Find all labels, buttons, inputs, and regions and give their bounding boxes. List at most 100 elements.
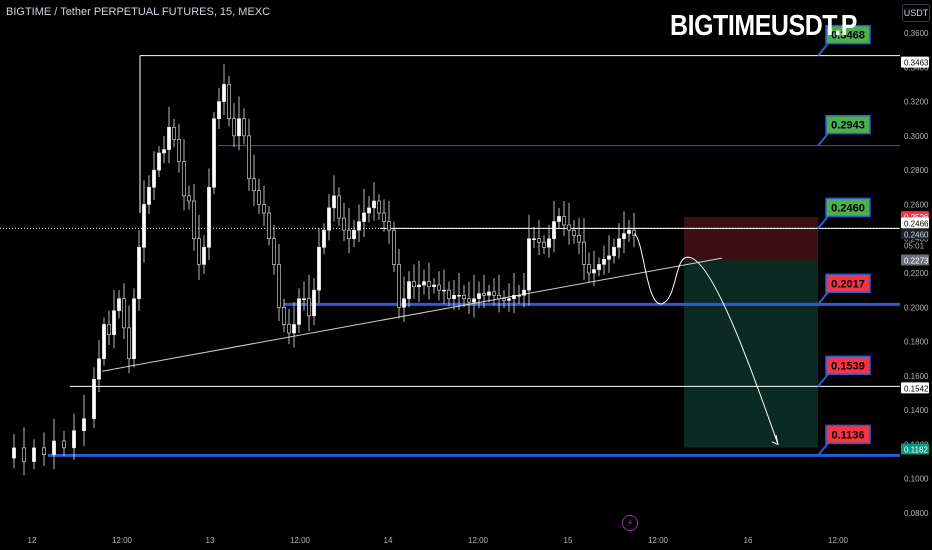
candle-body xyxy=(137,246,141,300)
x-tick-label: 15 xyxy=(564,536,573,545)
y-tick-label: 0.3200 xyxy=(904,98,929,107)
candle-body xyxy=(52,440,56,456)
currency-button[interactable]: USDT xyxy=(902,4,930,22)
x-tick-label: 12:00 xyxy=(112,536,133,545)
candle-body xyxy=(622,233,626,240)
candle-body xyxy=(372,200,376,209)
candle-body xyxy=(467,298,471,303)
candle-body xyxy=(347,229,351,240)
x-tick-label: 12:00 xyxy=(468,536,489,545)
candle-body xyxy=(532,238,536,241)
candle-body xyxy=(197,238,201,265)
candle-body xyxy=(297,298,301,325)
target-box-2 xyxy=(825,197,871,218)
target-box-0 xyxy=(825,24,871,45)
candle-body xyxy=(302,298,306,301)
flash-icon[interactable]: ⚡ xyxy=(622,515,638,531)
candles-group xyxy=(12,63,636,476)
target-label-3: 0.2017 xyxy=(831,278,865,290)
candle-body xyxy=(412,281,416,288)
axis-entry-label: 0.2273 xyxy=(904,256,929,265)
candle-body xyxy=(507,298,511,301)
target-box-1 xyxy=(825,114,871,135)
candle-body xyxy=(567,224,571,231)
candle-body xyxy=(282,306,286,325)
candle-body xyxy=(342,217,346,231)
x-tick-label: 14 xyxy=(384,536,393,545)
candle-body xyxy=(367,207,371,214)
candle-body xyxy=(312,289,316,317)
candle-body xyxy=(517,294,521,297)
candle-body xyxy=(167,126,171,150)
candle-body xyxy=(562,216,566,226)
candle-body xyxy=(332,195,336,209)
candle-body xyxy=(462,294,466,300)
axis-target-label: 0.1182 xyxy=(904,446,928,455)
candle-body xyxy=(192,200,196,240)
chart-big-title: BIGTIMEUSDT.P xyxy=(670,10,858,42)
y-tick-label: 0.1000 xyxy=(904,475,929,484)
x-tick-label: 12:00 xyxy=(828,536,849,545)
candle-body xyxy=(472,298,476,303)
candle-body xyxy=(417,284,421,288)
candle-body xyxy=(322,229,326,248)
target-pointer-2 xyxy=(817,215,829,230)
candle-body xyxy=(382,212,386,222)
instrument-title: BIGTIME / Tether PERPETUAL FUTURES, 15, … xyxy=(6,6,271,18)
axis-top-level-label-bg xyxy=(901,56,929,68)
candle-body xyxy=(457,294,461,297)
candle-body xyxy=(107,324,111,336)
candle-body xyxy=(362,212,366,222)
y-tick-label: 0.2200 xyxy=(904,269,929,278)
candle-body xyxy=(537,238,541,243)
target-label-1: 0.2943 xyxy=(831,120,865,132)
target-box-5 xyxy=(825,424,871,445)
candle-body xyxy=(512,294,516,300)
axis-entry-label-bg xyxy=(901,254,929,266)
y-tick-label: 0.1600 xyxy=(904,372,929,381)
candle-body xyxy=(492,291,496,296)
target-label-5: 0.1136 xyxy=(831,429,864,441)
candle-body xyxy=(627,229,631,234)
candle-body xyxy=(547,238,551,248)
candle-body xyxy=(97,358,101,380)
candle-body xyxy=(422,281,426,286)
candle-body xyxy=(442,289,446,292)
candle-body xyxy=(182,161,186,197)
axis-price-label-bg xyxy=(901,228,929,240)
candle-body xyxy=(287,324,291,334)
x-tick-label: 13 xyxy=(206,536,215,545)
candle-body xyxy=(227,84,231,120)
candle-body xyxy=(277,264,281,308)
candle-body xyxy=(217,101,221,120)
axis-level-label-bg xyxy=(901,382,929,394)
candle-body xyxy=(172,126,176,140)
y-tick-label: 0.2800 xyxy=(904,166,929,175)
axis-price-label: 0.2460 xyxy=(904,230,929,239)
axis-top-level-label: 0.3463 xyxy=(904,59,929,68)
axis-countdown: 05:01 xyxy=(904,241,925,250)
candle-body xyxy=(482,293,486,296)
candle-body xyxy=(612,246,616,257)
candle-body xyxy=(477,293,481,300)
y-tick-label: 0.3600 xyxy=(904,29,929,38)
candle-body xyxy=(272,238,276,265)
candle-body xyxy=(142,204,146,248)
candle-body xyxy=(32,447,36,462)
y-tick-label: 0.0800 xyxy=(904,509,929,518)
target-box-4 xyxy=(825,355,871,376)
candle-body xyxy=(212,118,216,188)
candle-body xyxy=(357,221,361,231)
candle-body xyxy=(42,447,46,456)
candle-body xyxy=(387,221,391,231)
ascending-trend-line xyxy=(101,257,723,372)
candle-body xyxy=(542,241,546,248)
candle-body xyxy=(317,246,321,291)
axis-last-label-bg xyxy=(901,217,929,229)
x-tick-label: 12:00 xyxy=(648,536,669,545)
candle-body xyxy=(232,118,236,137)
candle-body xyxy=(602,258,606,265)
candle-body xyxy=(307,298,311,317)
target-pointer-0 xyxy=(817,42,829,57)
